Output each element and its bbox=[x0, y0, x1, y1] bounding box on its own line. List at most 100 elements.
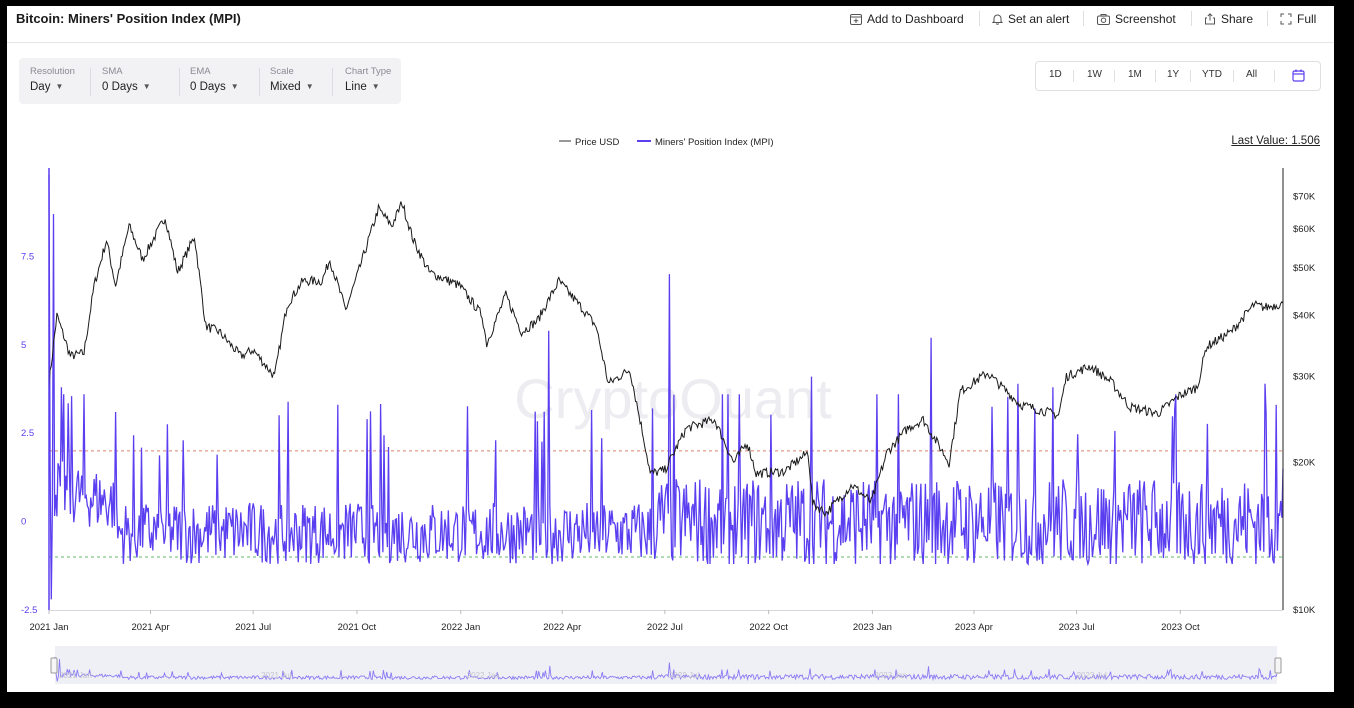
scale-dropdown[interactable]: Scale Mixed ▼ bbox=[270, 66, 314, 95]
control-divider bbox=[179, 68, 180, 96]
x-tick-label: 2021 Oct bbox=[338, 622, 377, 633]
right-tick-label: $70K bbox=[1293, 191, 1316, 202]
set-alert-label: Set an alert bbox=[1008, 12, 1070, 26]
control-divider bbox=[332, 68, 333, 96]
chart-controls: Resolution Day ▼ SMA 0 Days ▼ EMA 0 Days ▼ … bbox=[19, 58, 401, 104]
share-button[interactable]: Share bbox=[1204, 11, 1253, 27]
top-bar: Bitcoin: Miners' Position Index (MPI) Ad… bbox=[7, 6, 1334, 43]
x-tick-label: 2023 Oct bbox=[1161, 622, 1200, 633]
camera-icon bbox=[1097, 13, 1110, 25]
scale-value: Mixed bbox=[270, 81, 301, 93]
caret-down-icon: ▼ bbox=[142, 82, 151, 91]
left-tick-label: 2.5 bbox=[21, 428, 34, 439]
control-divider bbox=[90, 68, 91, 96]
range-all-button[interactable]: All bbox=[1246, 69, 1258, 80]
sma-dropdown[interactable]: SMA 0 Days ▼ bbox=[102, 66, 151, 95]
chart-svg: CryptoQuant Price USD Miners' Position I… bbox=[21, 137, 1316, 684]
left-tick-label: -2.5 bbox=[21, 605, 37, 616]
set-alert-button[interactable]: Set an alert bbox=[992, 11, 1069, 27]
ema-value: 0 Days bbox=[190, 81, 226, 93]
x-tick-label: 2023 Jul bbox=[1059, 622, 1095, 633]
x-axis: 2021 Jan 2021 Apr 2021 Jul 2021 Oct 2022 Jan… bbox=[29, 610, 1283, 633]
x-tick-label: 2022 Apr bbox=[543, 622, 581, 633]
x-tick-label: 2022 Jul bbox=[647, 622, 683, 633]
x-tick-label: 2023 Jan bbox=[853, 622, 892, 633]
chart-type-label: Chart Type bbox=[345, 66, 392, 77]
range-divider bbox=[1233, 70, 1234, 82]
sma-label: SMA bbox=[102, 66, 123, 77]
right-tick-label: $50K bbox=[1293, 263, 1316, 274]
scale-label: Scale bbox=[270, 66, 294, 77]
bell-icon bbox=[992, 14, 1003, 25]
add-dashboard-icon bbox=[850, 13, 862, 25]
ema-dropdown[interactable]: EMA 0 Days ▼ bbox=[190, 66, 239, 95]
legend: Price USD Miners' Position Index (MPI) bbox=[559, 137, 774, 148]
mpi-series-line bbox=[48, 175, 1284, 600]
chart-type-value: Line bbox=[345, 81, 367, 93]
caret-down-icon: ▼ bbox=[230, 82, 239, 91]
range-1d-button[interactable]: 1D bbox=[1049, 69, 1062, 80]
caret-down-icon: ▼ bbox=[371, 82, 380, 91]
screenshot-button[interactable]: Screenshot bbox=[1097, 11, 1176, 27]
range-1m-button[interactable]: 1M bbox=[1128, 69, 1142, 80]
navigator-tick-label: 2022 Jan bbox=[467, 671, 500, 680]
toolbar-divider bbox=[1191, 11, 1192, 26]
control-divider bbox=[259, 68, 260, 96]
range-ytd-button[interactable]: YTD bbox=[1202, 69, 1222, 80]
right-tick-label: $60K bbox=[1293, 224, 1316, 235]
toolbar-divider bbox=[1083, 11, 1084, 26]
navigator-tick-label: 2021 Jul bbox=[261, 671, 291, 680]
page-title: Bitcoin: Miners' Position Index (MPI) bbox=[16, 11, 241, 26]
legend-label-price: Price USD bbox=[575, 137, 619, 148]
fullscreen-icon bbox=[1280, 13, 1292, 25]
navigator-tick-label: 2023 Jan bbox=[874, 671, 907, 680]
x-tick-label: 2022 Oct bbox=[749, 622, 788, 633]
range-navigator[interactable]: 2021 Jan 2021 Jul 2022 Jan 2022 Jul 2023 Jan… bbox=[50, 646, 1282, 684]
fullscreen-button[interactable]: Full bbox=[1280, 11, 1316, 27]
navigator-tick-label: 2022 Jul bbox=[669, 671, 699, 680]
legend-label-mpi: Miners' Position Index (MPI) bbox=[655, 137, 774, 148]
resolution-value: Day bbox=[30, 81, 51, 93]
left-tick-label: 5 bbox=[21, 340, 26, 351]
right-axis: $10K $20K $30K $40K $50K $60K $70K bbox=[1293, 191, 1316, 616]
range-divider bbox=[1155, 70, 1156, 82]
sma-value: 0 Days bbox=[102, 81, 138, 93]
chart-type-dropdown[interactable]: Chart Type Line ▼ bbox=[345, 66, 391, 95]
navigator-mini-line bbox=[54, 656, 1278, 682]
screenshot-label: Screenshot bbox=[1115, 12, 1176, 26]
resolution-dropdown[interactable]: Resolution Day ▼ bbox=[30, 66, 75, 95]
x-tick-label: 2021 Jul bbox=[235, 622, 271, 633]
calendar-icon[interactable] bbox=[1292, 69, 1305, 82]
price-series-line bbox=[48, 201, 1284, 518]
time-range-selector: 1D 1W 1M 1Y YTD All bbox=[1035, 61, 1321, 91]
chart-panel: Bitcoin: Miners' Position Index (MPI) Ad… bbox=[7, 6, 1334, 692]
navigator-right-handle[interactable] bbox=[1274, 657, 1282, 674]
right-tick-label: $30K bbox=[1293, 371, 1316, 382]
ema-label: EMA bbox=[190, 66, 211, 77]
navigator-left-handle[interactable] bbox=[50, 657, 58, 674]
left-axis: -2.5 0 2.5 5 7.5 bbox=[21, 251, 37, 616]
resolution-label: Resolution bbox=[30, 66, 75, 77]
navigator-labels: 2021 Jan 2021 Jul 2022 Jan 2022 Jul 2023 Jan… bbox=[59, 671, 1107, 680]
add-to-dashboard-button[interactable]: Add to Dashboard bbox=[850, 11, 964, 27]
range-1y-button[interactable]: 1Y bbox=[1167, 69, 1180, 80]
fullscreen-label: Full bbox=[1297, 12, 1317, 26]
caret-down-icon: ▼ bbox=[305, 82, 314, 91]
toolbar-divider bbox=[979, 11, 980, 26]
right-tick-label: $20K bbox=[1293, 458, 1316, 469]
left-tick-label: 7.5 bbox=[21, 251, 34, 262]
x-tick-label: 2022 Jan bbox=[441, 622, 480, 633]
last-value-link[interactable]: Last Value: 1.506 bbox=[1231, 135, 1320, 147]
x-tick-label: 2021 Jan bbox=[29, 622, 68, 633]
caret-down-icon: ▼ bbox=[55, 82, 64, 91]
range-divider bbox=[1073, 70, 1074, 82]
range-divider bbox=[1274, 70, 1275, 82]
add-to-dashboard-label: Add to Dashboard bbox=[867, 12, 964, 26]
share-icon bbox=[1205, 13, 1215, 25]
right-tick-label: $40K bbox=[1293, 310, 1316, 321]
navigator-tick-label: 2021 Jan bbox=[59, 671, 92, 680]
range-1w-button[interactable]: 1W bbox=[1087, 69, 1102, 80]
navigator-tick-label: 2023 Jul bbox=[1077, 671, 1107, 680]
share-label: Share bbox=[1221, 12, 1254, 26]
range-divider bbox=[1190, 70, 1191, 82]
